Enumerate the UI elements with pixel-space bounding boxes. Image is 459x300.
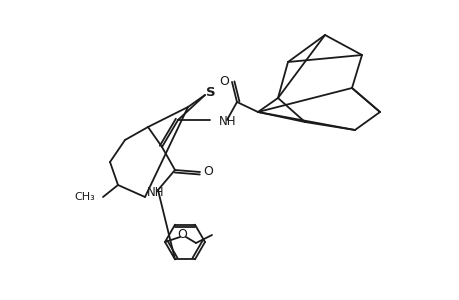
Text: O: O bbox=[202, 164, 213, 178]
Text: NH: NH bbox=[147, 187, 164, 200]
Text: O: O bbox=[177, 229, 186, 242]
Text: S: S bbox=[206, 85, 215, 98]
Text: O: O bbox=[218, 74, 229, 88]
Text: NH: NH bbox=[218, 115, 236, 128]
Text: CH₃: CH₃ bbox=[74, 192, 95, 202]
